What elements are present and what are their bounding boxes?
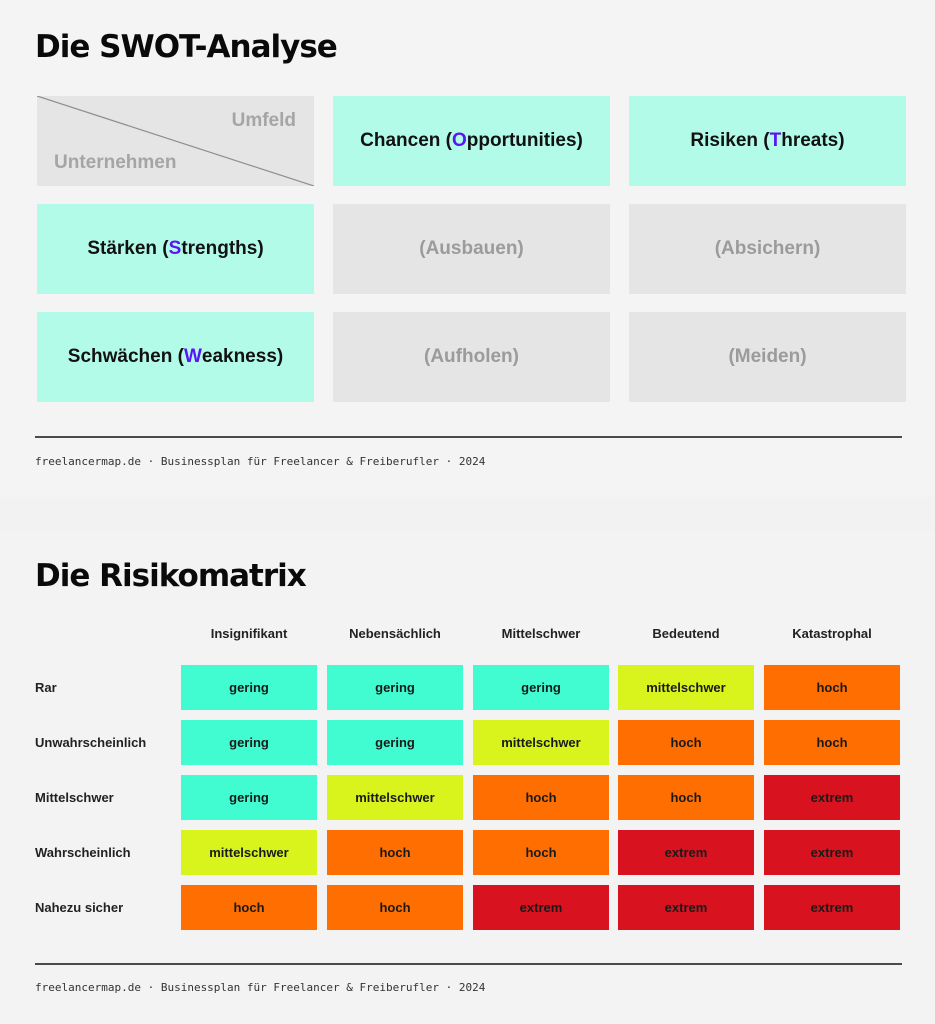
header-accent-letter: O — [451, 130, 467, 151]
risk-cell: hoch — [181, 885, 317, 930]
row-text: trengths) — [181, 238, 264, 259]
risk-cell: gering — [181, 720, 317, 765]
risk-cell: gering — [473, 665, 609, 710]
risk-cell: extrem — [473, 885, 609, 930]
risk-footer: freelancermap.de · Businessplan für Free… — [35, 981, 486, 994]
header-text: Chancen ( — [360, 130, 452, 151]
swot-footer: freelancermap.de · Businessplan für Free… — [35, 455, 486, 468]
row-accent-letter: W — [183, 346, 202, 367]
row-header: Mittelschwer — [35, 790, 114, 805]
swot-panel: Die SWOT-Analyse Umfeld Unternehmen Chan… — [0, 0, 935, 497]
swot-cell-absichern: (Absichern) — [629, 204, 906, 294]
row-header: Nahezu sicher — [35, 900, 124, 915]
footer-divider — [35, 436, 902, 438]
swot-cell-meiden: (Meiden) — [629, 312, 906, 402]
risk-title: Die Risikomatrix — [35, 558, 307, 594]
row-header: Wahrscheinlich — [35, 845, 131, 860]
risk-cell: hoch — [473, 830, 609, 875]
risk-cell: hoch — [327, 830, 463, 875]
col-header-insignifikant: Insignifikant — [210, 626, 288, 641]
header-text: hreats) — [781, 130, 845, 151]
swot-corner-cell: Umfeld Unternehmen — [37, 96, 314, 186]
row-header: Unwahrscheinlich — [35, 735, 147, 750]
corner-label-unternehmen: Unternehmen — [54, 152, 177, 173]
swot-cell-aufholen: (Aufholen) — [333, 312, 610, 402]
corner-label-umfeld: Umfeld — [231, 110, 296, 131]
col-header-katastrophal: Katastrophal — [792, 626, 872, 641]
diagonal-divider — [37, 96, 314, 186]
swot-title: Die SWOT-Analyse — [35, 29, 338, 65]
header-accent-letter: T — [769, 130, 782, 151]
risk-cell: gering — [181, 775, 317, 820]
risk-cell: extrem — [618, 830, 754, 875]
risk-panel: Die Risikomatrix Insignifikant Nebensäch… — [0, 533, 935, 1024]
risk-cell: hoch — [764, 720, 900, 765]
risk-cell: mittelschwer — [327, 775, 463, 820]
col-header-nebensaechlich: Nebensächlich — [349, 626, 441, 641]
risk-cell: hoch — [764, 665, 900, 710]
risk-cell: hoch — [327, 885, 463, 930]
col-header-mittelschwer: Mittelschwer — [501, 626, 581, 641]
risk-cell: mittelschwer — [618, 665, 754, 710]
header-text: Risiken ( — [690, 130, 770, 151]
risk-cell: hoch — [618, 720, 754, 765]
risk-cell: mittelschwer — [473, 720, 609, 765]
row-text: Schwächen ( — [67, 346, 184, 367]
row-header: Rar — [35, 680, 57, 695]
row-text: eakness) — [201, 346, 284, 367]
risk-cell: gering — [327, 665, 463, 710]
risk-cell: gering — [327, 720, 463, 765]
row-text: Stärken ( — [87, 238, 169, 259]
risk-cell: hoch — [473, 775, 609, 820]
risk-cell: extrem — [618, 885, 754, 930]
footer-divider — [35, 963, 902, 965]
risk-cell: extrem — [764, 775, 900, 820]
swot-cell-ausbauen: (Ausbauen) — [333, 204, 610, 294]
col-header-bedeutend: Bedeutend — [652, 626, 720, 641]
risk-cell: mittelschwer — [181, 830, 317, 875]
header-text: pportunities) — [466, 130, 583, 151]
risk-cell: gering — [181, 665, 317, 710]
risk-cell: extrem — [764, 830, 900, 875]
row-accent-letter: S — [168, 238, 182, 259]
risk-cell: hoch — [618, 775, 754, 820]
risk-cell: extrem — [764, 885, 900, 930]
